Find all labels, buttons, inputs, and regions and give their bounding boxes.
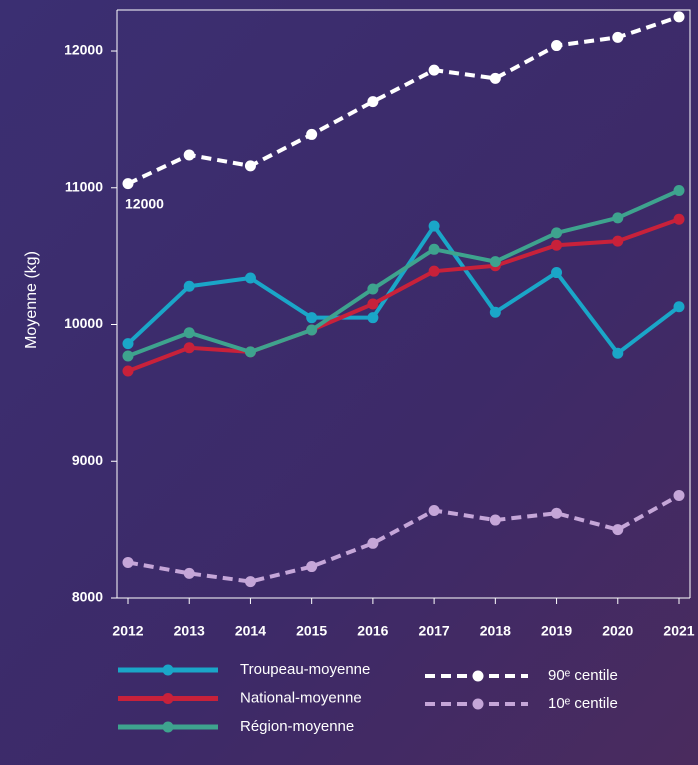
data-point bbox=[673, 489, 685, 501]
x-tick-label: 2015 bbox=[296, 623, 327, 639]
legend-swatch-dot bbox=[162, 721, 174, 733]
y-tick-label: 11000 bbox=[65, 178, 103, 194]
data-point bbox=[244, 346, 256, 358]
x-tick-label: 2014 bbox=[235, 623, 266, 639]
data-point bbox=[551, 267, 563, 279]
data-point bbox=[122, 350, 134, 362]
data-point bbox=[367, 298, 379, 310]
legend-swatch-dot bbox=[162, 693, 174, 704]
data-point bbox=[428, 243, 440, 255]
data-point bbox=[673, 301, 685, 313]
data-point bbox=[673, 185, 685, 197]
data-point bbox=[367, 96, 379, 108]
data-point bbox=[122, 365, 134, 377]
data-point bbox=[551, 227, 563, 239]
series-line bbox=[127, 217, 680, 373]
y-tick-label: 10000 bbox=[64, 315, 103, 331]
data-point bbox=[367, 312, 379, 324]
data-point bbox=[489, 306, 501, 318]
data-point bbox=[673, 213, 685, 225]
data-point bbox=[183, 280, 195, 292]
data-point bbox=[612, 347, 624, 359]
y-tick-label: 12000 bbox=[64, 42, 103, 58]
x-tick-label: 2018 bbox=[480, 623, 511, 639]
series-line bbox=[126, 224, 681, 356]
data-point bbox=[306, 561, 318, 573]
x-tick-label: 2016 bbox=[357, 623, 388, 639]
data-point bbox=[551, 40, 563, 52]
x-tick-label: 2021 bbox=[663, 623, 694, 639]
series-line bbox=[127, 188, 680, 358]
data-point bbox=[428, 220, 440, 232]
data-point bbox=[612, 235, 624, 247]
legend-label: Troupeau-moyenne bbox=[240, 661, 370, 678]
data-point bbox=[122, 178, 134, 190]
data-point bbox=[244, 160, 256, 172]
data-point bbox=[612, 31, 624, 43]
data-point bbox=[367, 537, 379, 549]
x-tick-label: 2017 bbox=[419, 623, 450, 639]
data-point bbox=[551, 507, 563, 519]
annotation: 12000 bbox=[125, 196, 164, 212]
data-point bbox=[183, 327, 195, 339]
data-point bbox=[489, 256, 501, 268]
series-line bbox=[127, 14, 680, 186]
legend-label: 90ᵉ centile bbox=[548, 667, 618, 684]
data-point bbox=[673, 11, 685, 23]
plot-frame bbox=[116, 9, 691, 598]
data-point bbox=[244, 576, 256, 588]
legend-label: 10ᵉ centile bbox=[548, 695, 618, 712]
data-point bbox=[428, 265, 440, 277]
data-point bbox=[612, 524, 624, 536]
x-tick-label: 2012 bbox=[112, 623, 143, 639]
data-point bbox=[183, 342, 195, 354]
data-point bbox=[183, 149, 195, 161]
y-tick-label: 9000 bbox=[72, 452, 103, 468]
legend-swatch-dot bbox=[472, 670, 484, 682]
data-point bbox=[367, 283, 379, 295]
data-point bbox=[489, 514, 501, 526]
data-point bbox=[428, 64, 440, 76]
data-point bbox=[122, 556, 134, 568]
data-point bbox=[551, 239, 563, 251]
legend-label: Région-moyenne bbox=[240, 718, 354, 735]
data-point bbox=[122, 338, 134, 350]
legend-label: National-moyenne bbox=[240, 689, 362, 706]
data-point bbox=[183, 567, 195, 579]
x-tick-label: 2019 bbox=[541, 623, 572, 639]
legend-swatch-dot bbox=[472, 698, 484, 710]
y-axis-label: Moyenne (kg) bbox=[23, 251, 40, 349]
data-point bbox=[244, 272, 256, 284]
data-point bbox=[612, 212, 624, 224]
y-tick-label: 8000 bbox=[72, 589, 103, 605]
data-point bbox=[306, 128, 318, 140]
legend-swatch-dot bbox=[162, 664, 174, 676]
data-point bbox=[489, 72, 501, 84]
x-tick-label: 2013 bbox=[174, 623, 205, 639]
data-point bbox=[306, 312, 318, 324]
data-point bbox=[428, 504, 440, 516]
data-point bbox=[306, 324, 318, 336]
x-tick-label: 2020 bbox=[602, 623, 633, 639]
